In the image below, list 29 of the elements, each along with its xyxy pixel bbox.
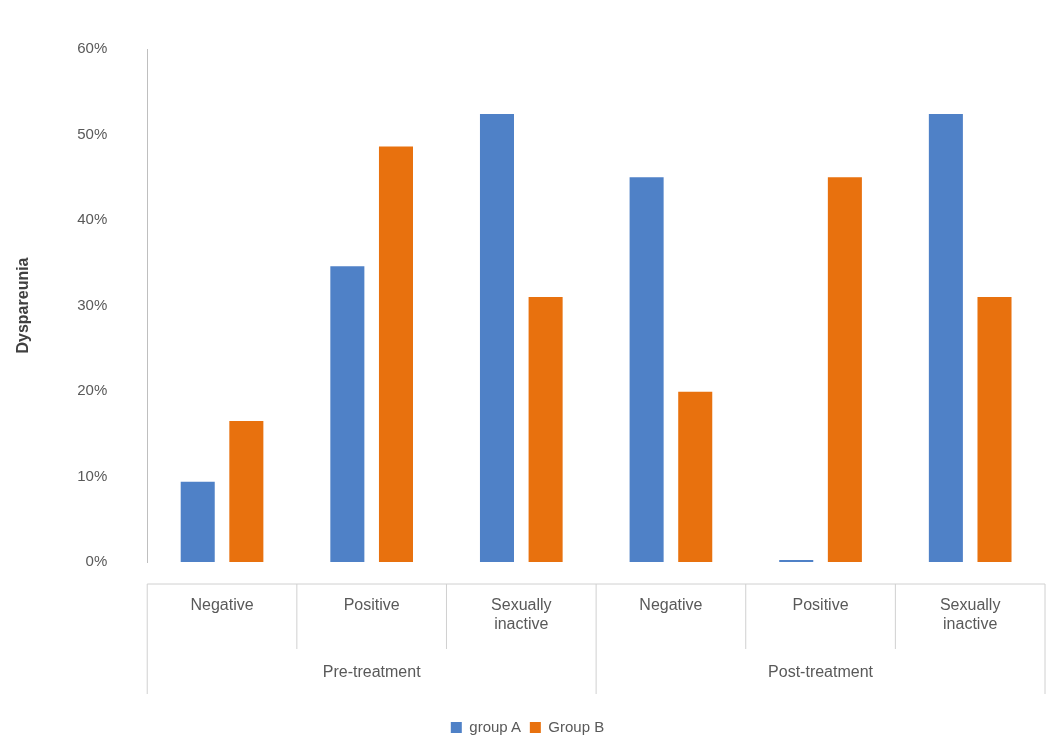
y-tick-label: 60%: [77, 39, 108, 57]
bar: [330, 266, 365, 562]
y-tick-label: 50%: [77, 124, 108, 142]
bar: [180, 481, 215, 562]
x-tick-label: Positive: [792, 596, 849, 614]
text: Pre-treatment: [322, 663, 422, 681]
legend-label: group A: [469, 717, 522, 735]
bar: [928, 113, 963, 562]
bar: [827, 177, 862, 562]
bar: [378, 146, 413, 562]
x-tick-label: Sexually inactive: [939, 596, 1001, 633]
bar: [528, 296, 563, 562]
x-tick-label: Negative: [639, 596, 703, 614]
x-tick-label: Positive: [343, 596, 400, 614]
y-axis-title: Dyspareunia: [14, 257, 32, 354]
text: Post-treatment: [768, 663, 874, 681]
y-tick-label: 0%: [85, 552, 108, 570]
x-tick-label: Sexually inactive: [491, 596, 552, 633]
bar: [229, 420, 264, 562]
y-tick-label: 20%: [77, 381, 108, 399]
bar: [977, 296, 1012, 562]
legend-label: Group B: [548, 717, 605, 735]
bar: [678, 391, 713, 562]
bar: [629, 177, 664, 562]
x-tick-label: Negative: [190, 596, 254, 614]
y-tick-label: 10%: [77, 466, 108, 484]
bar: [479, 113, 514, 562]
y-tick-label: 40%: [77, 210, 108, 228]
y-tick-label: 30%: [77, 295, 108, 313]
